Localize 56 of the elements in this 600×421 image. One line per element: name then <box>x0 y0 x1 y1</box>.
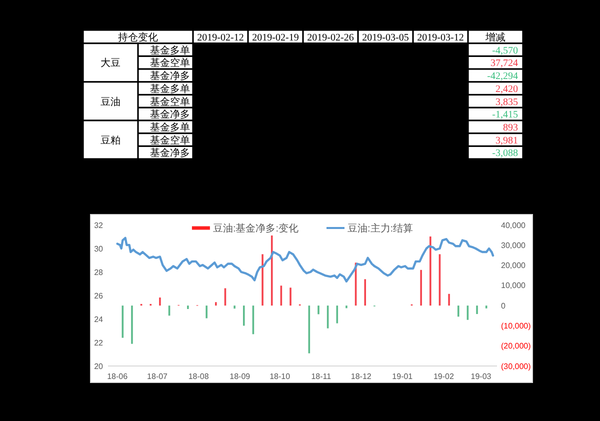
y2-tick-label: (20,000) <box>501 342 532 351</box>
x-tick-label: 19-03 <box>470 372 492 381</box>
x-tick-label: 2019-02-12 <box>197 32 244 44</box>
y-tick-label: 22 <box>94 338 104 348</box>
x-tick-label: 2019-03-05 <box>362 32 409 44</box>
y2-tick-label: 30,000 <box>501 240 526 250</box>
line-series <box>116 236 494 282</box>
y-tick-label: 26 <box>94 291 104 300</box>
y2-tick-label: 豆油 <box>100 96 120 108</box>
data-label: -4,570 <box>492 45 518 56</box>
data-label: 37,724 <box>490 58 518 70</box>
x-tick-label: 18-06 <box>107 372 128 381</box>
y-tick-label: 基金空单 <box>150 57 190 70</box>
data-label: 893 <box>503 122 518 134</box>
data-label: -42,294 <box>487 71 518 82</box>
x-tick-label: 2019-02-26 <box>307 32 354 44</box>
x-tick-label: 19-02 <box>433 372 454 381</box>
y-tick-label: 基金空单 <box>150 134 190 146</box>
y2-tick-label: (10,000) <box>501 322 532 331</box>
data-label: 3,835 <box>496 96 518 108</box>
y-tick-label: 基金多单 <box>150 44 190 56</box>
y2-tick-label: 0 <box>501 301 506 310</box>
y-tick-label: 基金净多 <box>150 108 190 121</box>
data-label: 2,420 <box>496 84 518 95</box>
x-tick-label: 增减 <box>484 31 506 44</box>
x-tick-label: 18-10 <box>270 372 291 381</box>
y-tick-label: 20 <box>94 362 104 371</box>
y2-tick-label: 10,000 <box>501 281 526 290</box>
y-tick-label: 24 <box>94 314 104 324</box>
x-tick-label: 18-09 <box>230 372 251 381</box>
y-tick-label: 基金多单 <box>150 82 190 95</box>
y-tick-label: 基金净多 <box>150 70 190 82</box>
data-label: -3,088 <box>492 148 518 160</box>
data-label: 3,981 <box>496 135 518 146</box>
y-tick-label: 基金多单 <box>150 121 190 134</box>
x-tick-label: 18-07 <box>147 372 168 381</box>
y-tick-label: 基金净多 <box>150 147 190 160</box>
y-tick-label: 基金空单 <box>150 96 190 108</box>
y-axis-title: 持仓变化 <box>118 31 158 44</box>
y-tick-label: 32 <box>94 220 104 230</box>
legend-label: 豆油:主力:结算 <box>348 224 414 234</box>
y2-tick-label: (30,000) <box>501 362 532 371</box>
y2-tick-label: 20,000 <box>501 261 526 270</box>
y2-tick-label: 40,000 <box>501 220 526 230</box>
legend-label: 豆油:基金净多:变化 <box>212 224 298 234</box>
x-tick-label: 2019-03-12 <box>417 32 464 44</box>
y2-tick-label: 豆粕 <box>100 135 120 146</box>
y-tick-label: 30 <box>94 244 104 254</box>
x-tick-label: 19-01 <box>392 372 414 381</box>
x-tick-label: 18-11 <box>311 372 332 381</box>
y-tick-label: 28 <box>94 268 104 277</box>
y2-tick-label: 大豆 <box>100 57 120 70</box>
data-label: -1,415 <box>492 110 518 121</box>
x-tick-label: 18-12 <box>350 372 372 381</box>
x-tick-label: 18-08 <box>188 372 210 381</box>
x-tick-label: 2019-02-19 <box>252 32 299 44</box>
